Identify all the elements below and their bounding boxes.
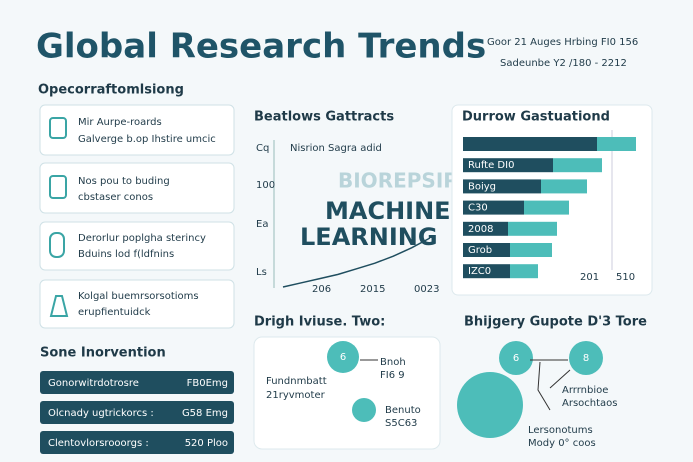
section-title: Sone Inorvention — [40, 346, 166, 361]
page-title: Global Research Trends — [36, 27, 486, 67]
panel-title: Durrow Gastuationd — [462, 110, 610, 125]
x-label: 0023 — [414, 284, 439, 295]
card-text: Galverge b.op Ihstire umcic — [78, 134, 216, 145]
bar-label: C30 — [468, 203, 488, 214]
bubble — [352, 398, 376, 422]
bubble-label: 6 — [513, 353, 519, 364]
bubble — [569, 341, 603, 375]
card-text: erupfientuidck — [78, 307, 151, 318]
bar-label: Grob — [468, 245, 492, 256]
card-text: cbstaser conos — [78, 192, 153, 203]
label: Arrrnbioe — [562, 385, 608, 396]
card: Mir Aurpe-roards Galverge b.op Ihstire u… — [39, 104, 235, 156]
bubble-label: 6 — [340, 352, 346, 363]
intervention-row: Olcnady ugtrickorcs : G58 Emg — [40, 401, 234, 424]
panel-title: Drigh Iviuse. Two: — [254, 315, 385, 330]
bubble-label: 8 — [583, 353, 589, 364]
label: Mody 0° coos — [528, 438, 596, 449]
card-text: Kolgal buemrsorsotioms — [78, 291, 199, 302]
row-value: G58 Emg — [182, 408, 228, 419]
bar — [463, 264, 510, 279]
label: Benuto — [385, 405, 421, 416]
axis-label: 510 — [616, 272, 635, 283]
row-value: FB0Emg — [187, 378, 228, 389]
label: Fundnmbatt — [266, 376, 327, 387]
bubble — [499, 341, 533, 375]
bar — [463, 221, 508, 236]
legend: Nisrion Sagra adid — [290, 143, 382, 154]
axis-label: 201 — [580, 272, 599, 283]
bar-label: Boiyg — [468, 181, 496, 192]
card-text: Bduins lod f(ldfnins — [78, 249, 174, 260]
meta: Sadeunbe Y2 /180 - 2212 — [500, 58, 627, 69]
bubble — [457, 372, 523, 438]
intervention-row: Gonorwitrdotrosre FB0Emg — [40, 371, 234, 394]
label: Bnoh — [380, 357, 406, 368]
bar-label: Rufte DI0 — [468, 160, 514, 171]
bar — [508, 221, 557, 236]
headline: MACHINE — [325, 197, 451, 225]
panel-title: Bhijgery Gupote D'3 Tore — [464, 315, 647, 330]
trend-line — [282, 237, 431, 288]
row-label: Olcnady ugtrickorcs : — [48, 408, 154, 419]
label: 21ryvmoter — [266, 390, 326, 401]
connector — [530, 359, 571, 411]
card-text: Nos pou to buding — [78, 176, 170, 187]
label: Lersonotums — [528, 425, 593, 436]
row-label: Gonorwitrdotrosre — [48, 378, 139, 389]
bar — [541, 179, 587, 194]
card: Derorlur poplgha sterincy Bduins lod f(l… — [39, 221, 235, 271]
y-label: 100 — [256, 180, 275, 191]
card-text: Derorlur poplgha sterincy — [78, 233, 206, 244]
y-label: Ls — [256, 267, 267, 278]
card-text: Mir Aurpe-roards — [78, 117, 162, 128]
x-label: 206 — [312, 284, 331, 295]
meta: Goor 21 Auges Hrbing FI0 156 — [487, 37, 638, 48]
card: Nos pou to buding cbstaser conos — [39, 162, 235, 214]
bubble — [327, 341, 359, 373]
bar-label: IZC0 — [468, 266, 491, 277]
intervention-row: Clentovlorsrooorgs : 520 Ploo — [40, 431, 234, 454]
bar — [510, 243, 552, 257]
bar — [463, 200, 524, 215]
bar — [510, 264, 538, 279]
label: S5C63 — [385, 418, 417, 429]
row-value: 520 Ploo — [185, 438, 228, 449]
panel — [253, 336, 441, 450]
card: Kolgal buemrsorsotioms erupfientuidck — [39, 279, 235, 329]
panel-title: Beatlows Gattracts — [254, 110, 394, 125]
label: FI6 9 — [380, 370, 405, 381]
x-label: 2015 — [360, 284, 385, 295]
bar — [463, 137, 597, 151]
y-label: Cq — [256, 143, 269, 154]
headline: LEARNING — [300, 223, 438, 251]
section-title: Opecorraftomlsiong — [38, 83, 184, 98]
bar — [463, 243, 510, 257]
bar-label: 2008 — [468, 224, 493, 235]
bar — [463, 158, 553, 173]
blurred-text: BIOREPSIPE — [338, 169, 472, 193]
bar — [597, 137, 636, 151]
label: Arsochtaos — [562, 398, 618, 409]
row-label: Clentovlorsrooorgs : — [48, 438, 149, 449]
bar — [463, 179, 541, 194]
y-label: Ea — [256, 219, 268, 230]
bar — [524, 200, 569, 215]
bar — [553, 158, 602, 173]
